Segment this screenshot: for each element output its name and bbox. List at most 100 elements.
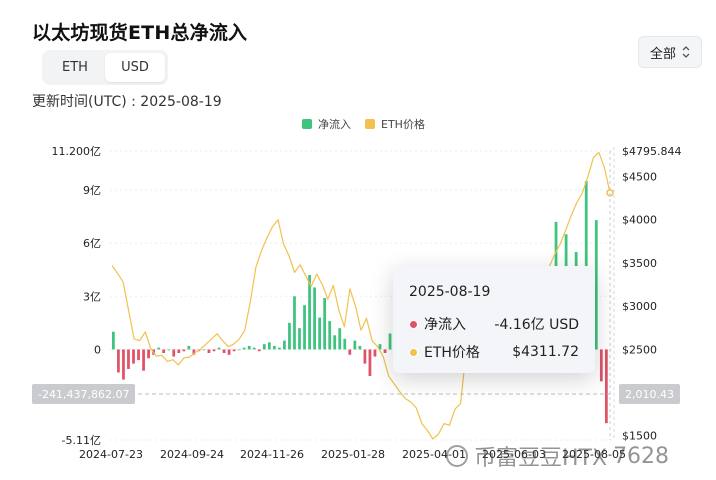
inflow-bar <box>227 349 231 355</box>
inflow-bar <box>217 347 221 350</box>
y-left-tick-label: 11.200亿 <box>52 145 102 158</box>
x-tick-label: 2024-11-26 <box>240 448 304 461</box>
inflow-bar <box>383 349 387 353</box>
inflow-bar <box>388 333 392 350</box>
inflow-bar <box>348 349 352 355</box>
inflow-bar <box>117 349 120 373</box>
inflow-bar <box>182 349 186 352</box>
inflow-bar <box>604 349 608 424</box>
inflow-bar <box>247 345 251 350</box>
inflow-bar <box>167 349 171 351</box>
inflow-bar <box>202 349 206 351</box>
inflow-bar <box>172 349 176 357</box>
watermark-suffix: 7628 <box>613 443 670 469</box>
inflow-bar <box>132 349 135 364</box>
inflow-bar <box>257 349 261 352</box>
tooltip-inflow-label: 净流入 <box>424 317 466 333</box>
inflow-bar <box>333 335 337 350</box>
y-left-tick-label: 6亿 <box>83 237 101 250</box>
inflow-bar <box>147 349 150 359</box>
y-right-tick-label: $2500 <box>622 343 657 356</box>
inflow-bar <box>232 349 236 352</box>
inflow-bar <box>338 328 342 350</box>
legend-label-inflow: 净流入 <box>318 118 351 131</box>
inflow-bar <box>142 349 145 371</box>
inflow-bar <box>378 344 382 350</box>
unit-option-eth[interactable]: ETH <box>62 60 88 75</box>
inflow-bar <box>112 331 115 350</box>
inflow-bar <box>584 181 588 350</box>
tooltip-inflow-value: -4.16亿 USD <box>494 317 579 333</box>
legend-swatch-price <box>365 119 375 129</box>
x-tick-label: 2024-09-24 <box>160 448 224 461</box>
reference-value-right: 2,010.43 <box>619 384 680 404</box>
inflow-bar <box>272 345 276 350</box>
y-right-tick-label: $3500 <box>622 257 657 270</box>
legend-item-price[interactable]: ETH价格 <box>365 116 425 132</box>
y-right-tick-label: $4795.844 <box>622 145 682 158</box>
inflow-bar <box>252 347 256 350</box>
watermark-logo-icon <box>441 440 473 472</box>
inflow-bar <box>373 349 377 357</box>
tooltip-dot-inflow <box>409 319 418 329</box>
legend-item-inflow[interactable]: 净流入 <box>302 116 351 132</box>
inflow-bar <box>187 345 191 350</box>
legend-swatch-inflow <box>302 119 312 129</box>
chart-tooltip: 2025-08-19 净流入 -4.16亿 USD ETH价格 $4311.72 <box>393 266 595 373</box>
updated-time: 更新时间(UTC) : 2025-08-19 <box>32 94 222 110</box>
inflow-bar <box>278 347 281 350</box>
inflow-bar <box>368 349 372 377</box>
tooltip-dot-price <box>409 347 418 357</box>
reference-value-left: -241,437,862.07 <box>32 384 136 404</box>
inflow-bar <box>363 349 367 364</box>
inflow-bar <box>262 344 266 350</box>
watermark: 币富豆豆HTX 7628 <box>441 440 670 472</box>
chart-legend: 净流入 ETH价格 <box>302 116 425 132</box>
y-left-tick-label: -5.11亿 <box>62 434 101 447</box>
inflow-bar <box>242 347 246 350</box>
inflow-bar <box>177 349 181 353</box>
y-right-tick-label: $1500 <box>622 430 657 443</box>
inflow-bar <box>237 349 241 351</box>
y-right-tick-label: $4000 <box>622 214 657 227</box>
y-right-tick-label: $4500 <box>622 171 657 184</box>
tooltip-date: 2025-08-19 <box>409 284 491 300</box>
inflow-bar <box>323 298 327 350</box>
x-tick-label: 2024-07-23 <box>79 448 143 461</box>
page-title: 以太坊现货ETH总净流入 <box>32 22 248 44</box>
inflow-bar <box>313 287 316 350</box>
tooltip-row-inflow: 净流入 -4.16亿 USD <box>409 314 579 334</box>
inflow-bar <box>288 322 291 350</box>
inflow-bar <box>328 321 332 350</box>
x-tick-label: 2025-08-05 <box>562 448 626 461</box>
inflow-bar <box>303 305 306 350</box>
inflow-bar <box>267 342 271 350</box>
inflow-bar <box>298 328 301 350</box>
inflow-bar <box>594 220 598 350</box>
inflow-bar <box>192 349 196 355</box>
inflow-bar <box>157 347 161 350</box>
inflow-bar <box>283 340 286 350</box>
inflow-bar <box>137 349 140 361</box>
y-right-tick-label: $3000 <box>622 300 657 313</box>
y-left-tick-label: 3亿 <box>83 290 101 303</box>
inflow-bar <box>599 349 603 382</box>
y-left-tick-label: 9亿 <box>83 184 101 197</box>
y-left-tick-label: 0 <box>94 343 101 356</box>
inflow-bar <box>127 349 130 369</box>
legend-label-price: ETH价格 <box>381 118 425 131</box>
tooltip-row-price: ETH价格 $4311.72 <box>409 342 579 362</box>
inflow-bar <box>222 349 226 353</box>
chevron-up-down-icon <box>682 46 690 58</box>
inflow-bar <box>207 349 211 353</box>
range-select[interactable]: 全部 <box>638 36 702 68</box>
unit-toggle: ETH USD <box>42 50 168 85</box>
unit-option-usd[interactable]: USD <box>105 53 165 82</box>
x-tick-label: 2025-01-28 <box>321 448 385 461</box>
x-tick-label: 2025-06-03 <box>482 448 546 461</box>
watermark-text: 币富豆豆HTX <box>474 446 608 471</box>
range-select-value: 全部 <box>649 46 676 62</box>
inflow-bar <box>343 338 347 350</box>
inflow-bar <box>358 345 362 350</box>
